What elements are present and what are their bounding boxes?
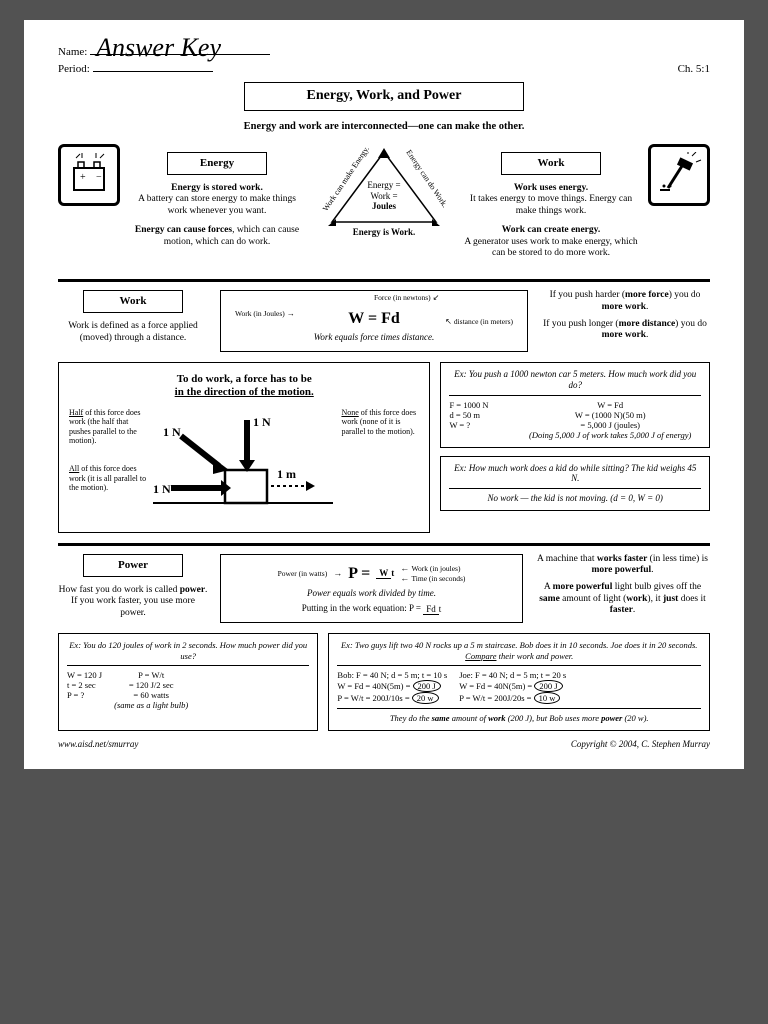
- ex1-question: Ex: You push a 1000 newton car 5 meters.…: [449, 369, 701, 391]
- example-column: Ex: You push a 1000 newton car 5 meters.…: [440, 362, 710, 532]
- direction-box: To do work, a force has to bein the dire…: [58, 362, 430, 532]
- name-label: Name:: [58, 46, 87, 58]
- pex1-q: Ex: You do 120 joules of work in 2 secon…: [67, 640, 309, 664]
- footer-url: www.aisd.net/smurray: [58, 739, 138, 750]
- work-formula-row: Work Work is defined as a force applied …: [58, 290, 710, 352]
- work-definition: Work Work is defined as a force applied …: [58, 290, 208, 344]
- triangle-bottom: Energy is Work.: [314, 227, 454, 238]
- ex1-given: F = 1000 N d = 50 m W = ?: [449, 400, 509, 441]
- joe-calc: Joe: F = 40 N; d = 5 m; t = 20 s W = Fd …: [459, 670, 566, 705]
- work-p1-bold: Work uses energy.: [514, 183, 588, 193]
- force-diagram: 1 N 1 N 1 N 1 m: [153, 408, 333, 518]
- direction-title: To do work, a force has to bein the dire…: [69, 373, 419, 399]
- svg-text:+: +: [80, 172, 86, 183]
- energy-p1-bold: Energy is stored work.: [171, 183, 263, 193]
- power-label: Power: [83, 554, 183, 577]
- bottom-examples: Ex: You do 120 joules of work in 2 secon…: [58, 633, 710, 730]
- footer-copyright: Copyright © 2004, C. Stephen Murray: [571, 739, 710, 750]
- energy-work-section: +− Energy Energy is stored work.A batter…: [58, 144, 710, 268]
- battery-icon: +−: [58, 144, 120, 206]
- energy-column: Energy Energy is stored work.A battery c…: [130, 144, 304, 256]
- work-p2-bold: Work can create energy.: [502, 225, 601, 235]
- work-formula: W = Fd: [348, 310, 400, 327]
- power-formula-box: Power (in watts) → P = Wt ← Work (in jou…: [220, 554, 523, 624]
- ex2-question: Ex: How much work does a kid do while si…: [449, 463, 701, 485]
- ex2-answer: No work — the kid is not moving. (d = 0,…: [449, 488, 701, 504]
- energy-p1-text: A battery can store energy to make thing…: [138, 194, 296, 215]
- work-formula-box: Force (in newtons) ↙ Work (in Joules) → …: [220, 290, 528, 352]
- work-column: Work Work uses energy.It takes energy to…: [464, 144, 638, 268]
- work-formula-caption: Work equals force times distance.: [229, 332, 519, 343]
- triangle-center: Energy =Work =Joules: [314, 180, 454, 212]
- work-p2-text: A generator uses work to make energy, wh…: [464, 237, 637, 258]
- energy-p2-bold: Energy can cause forces: [135, 225, 232, 235]
- svg-text:−: −: [96, 172, 102, 183]
- example-2: Ex: How much work does a kid do while si…: [440, 456, 710, 511]
- page-title: Energy, Work, and Power: [244, 82, 524, 111]
- hammer-icon: [648, 144, 710, 206]
- work-label: Work: [501, 152, 601, 175]
- power-notes: A machine that works faster (in less tim…: [535, 554, 710, 623]
- divider-1: [58, 279, 710, 282]
- divider-2: [58, 543, 710, 546]
- name-period: Name: Answer Key Period:: [58, 46, 270, 76]
- triangle-diagram: Work can make Energy. Energy can do Work…: [314, 144, 454, 236]
- work-def-text: Work is defined as a force applied (move…: [58, 321, 208, 344]
- work-label-2: Work: [83, 290, 183, 313]
- power-example-1: Ex: You do 120 joules of work in 2 secon…: [58, 633, 318, 730]
- pex1-given: W = 120 J t = 2 sec P = ?: [67, 670, 102, 711]
- tagline: Energy and work are interconnected—one c…: [58, 121, 710, 134]
- power-example-2: Ex: Two guys lift two 40 N rocks up a 5 …: [328, 633, 710, 730]
- bob-calc: Bob: F = 40 N; d = 5 m; t = 10 s W = Fd …: [337, 670, 447, 705]
- svg-text:1 m: 1 m: [277, 467, 296, 481]
- work-push-text: If you push harder (more force) you do m…: [540, 290, 710, 348]
- footer: www.aisd.net/smurray Copyright © 2004, C…: [58, 739, 710, 750]
- period-label: Period:: [58, 63, 90, 75]
- example-1: Ex: You push a 1000 newton car 5 meters.…: [440, 362, 710, 447]
- worksheet-page: Name: Answer Key Period: Ch. 5:1 Energy,…: [24, 20, 744, 769]
- direction-examples-row: To do work, a force has to bein the dire…: [58, 362, 710, 532]
- power-row: Power How fast you do work is called pow…: [58, 554, 710, 624]
- svg-text:1 N: 1 N: [253, 415, 271, 429]
- svg-text:1 N: 1 N: [163, 425, 181, 439]
- work-p1-text: It takes energy to move things. Energy c…: [470, 194, 632, 215]
- energy-label: Energy: [167, 152, 267, 175]
- header: Name: Answer Key Period: Ch. 5:1: [58, 46, 710, 76]
- power-definition: Power How fast you do work is called pow…: [58, 554, 208, 619]
- power-caption: Power equals work divided by time.: [229, 588, 514, 599]
- name-value: Answer Key: [96, 32, 221, 63]
- chapter-label: Ch. 5:1: [678, 63, 710, 76]
- svg-text:1 N: 1 N: [153, 482, 171, 496]
